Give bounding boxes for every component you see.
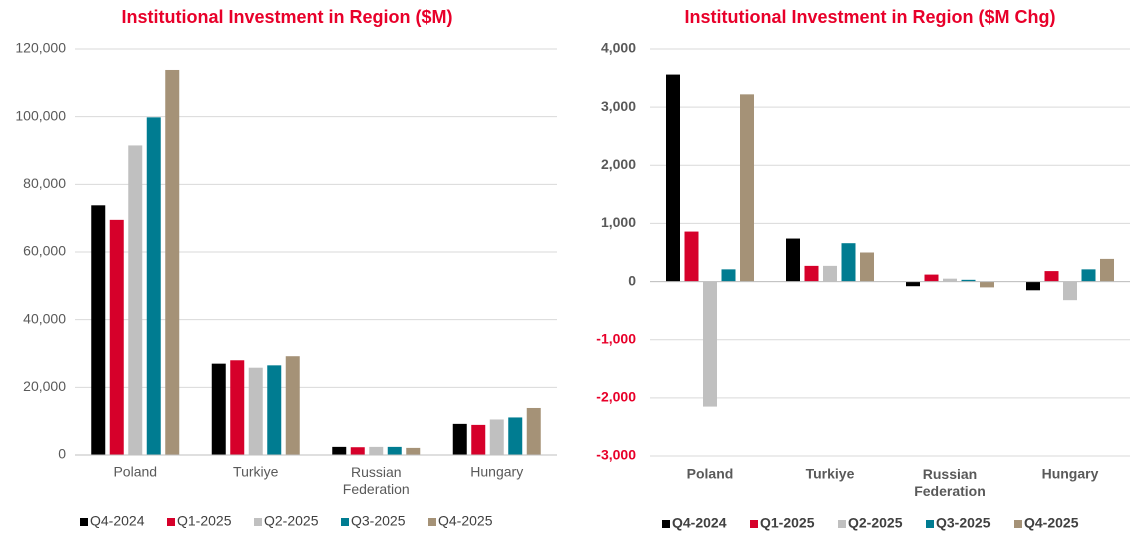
- legend-label: Q2-2025: [848, 515, 903, 531]
- legend-swatch: [428, 518, 436, 526]
- bar: [860, 252, 874, 282]
- bar: [823, 265, 837, 282]
- legend-swatch: [341, 518, 349, 526]
- bar: [267, 365, 282, 455]
- y-tick-label: -1,000: [596, 330, 636, 346]
- bar: [91, 205, 106, 455]
- legend-label: Q4-2024: [90, 513, 145, 529]
- legend-swatch: [80, 518, 88, 526]
- x-tick-label: Russian Federation: [914, 466, 986, 499]
- legend-label: Q2-2025: [264, 513, 319, 529]
- y-tick-label: 100,000: [15, 107, 66, 123]
- bar: [1100, 258, 1114, 282]
- bar: [387, 446, 402, 455]
- bar: [369, 446, 384, 455]
- y-tick-label: 1,000: [601, 214, 636, 230]
- x-tick-label: Turkiye: [233, 464, 279, 480]
- bar: [146, 117, 161, 456]
- y-tick-label: 3,000: [601, 98, 636, 114]
- legend-swatch: [926, 520, 934, 528]
- y-tick-label: 80,000: [23, 175, 66, 191]
- bar: [804, 265, 819, 282]
- bar: [1081, 269, 1096, 282]
- bar: [406, 447, 421, 455]
- legend-swatch: [750, 520, 758, 528]
- bar: [508, 417, 523, 455]
- bar: [721, 269, 736, 282]
- legend-label: Q3-2025: [936, 515, 991, 531]
- legend-swatch: [838, 520, 846, 528]
- y-tick-label: -3,000: [596, 447, 636, 463]
- bar: [332, 446, 347, 455]
- bar: [165, 69, 180, 455]
- bar: [489, 419, 504, 455]
- legend-label: Q4-2025: [1024, 515, 1079, 531]
- bar: [786, 238, 800, 282]
- bar: [703, 281, 717, 407]
- bar: [350, 447, 365, 455]
- bar: [980, 281, 994, 288]
- bar: [471, 424, 486, 455]
- y-tick-label: 120,000: [15, 40, 66, 56]
- bar: [684, 231, 699, 282]
- legend-swatch: [254, 518, 262, 526]
- y-tick-label: 20,000: [23, 378, 66, 394]
- bar: [924, 274, 939, 282]
- y-tick-label: 4,000: [601, 40, 636, 56]
- y-tick-label: 40,000: [23, 310, 66, 326]
- x-tick-label: Poland: [687, 466, 734, 482]
- bar: [285, 356, 300, 455]
- chart-title: Institutional Investment in Region ($M): [121, 7, 452, 27]
- bar: [526, 407, 541, 455]
- x-tick-label: Turkiye: [806, 466, 855, 482]
- bar: [211, 363, 226, 455]
- x-tick-label: Russian Federation: [343, 464, 410, 497]
- x-tick-label: Hungary: [1042, 466, 1099, 482]
- bar: [1044, 271, 1059, 282]
- bar: [128, 145, 143, 456]
- y-tick-label: 2,000: [601, 156, 636, 172]
- x-tick-label: Poland: [113, 464, 157, 480]
- bar: [248, 367, 263, 455]
- chart-title: Institutional Investment in Region ($M C…: [685, 7, 1056, 27]
- legend-label: Q1-2025: [760, 515, 815, 531]
- bar: [452, 423, 467, 455]
- bar: [841, 243, 856, 282]
- legend-label: Q3-2025: [351, 513, 406, 529]
- legend-label: Q1-2025: [177, 513, 232, 529]
- bar: [230, 360, 245, 455]
- bar: [740, 94, 754, 282]
- legend-label: Q4-2025: [438, 513, 493, 529]
- legend-label: Q4-2024: [672, 515, 727, 531]
- x-tick-label: Hungary: [470, 464, 523, 480]
- bar: [906, 281, 920, 287]
- bar: [109, 219, 124, 455]
- bar: [943, 278, 957, 282]
- bar: [961, 279, 976, 282]
- legend-swatch: [1014, 520, 1022, 528]
- y-tick-label: 60,000: [23, 243, 66, 259]
- legend-swatch: [167, 518, 175, 526]
- y-tick-label: -2,000: [596, 389, 636, 405]
- bar: [666, 74, 680, 282]
- legend-swatch: [662, 520, 670, 528]
- y-tick-label: 0: [58, 446, 66, 462]
- bar: [1026, 281, 1040, 291]
- bar: [1063, 281, 1077, 301]
- y-tick-label: 0: [628, 272, 636, 288]
